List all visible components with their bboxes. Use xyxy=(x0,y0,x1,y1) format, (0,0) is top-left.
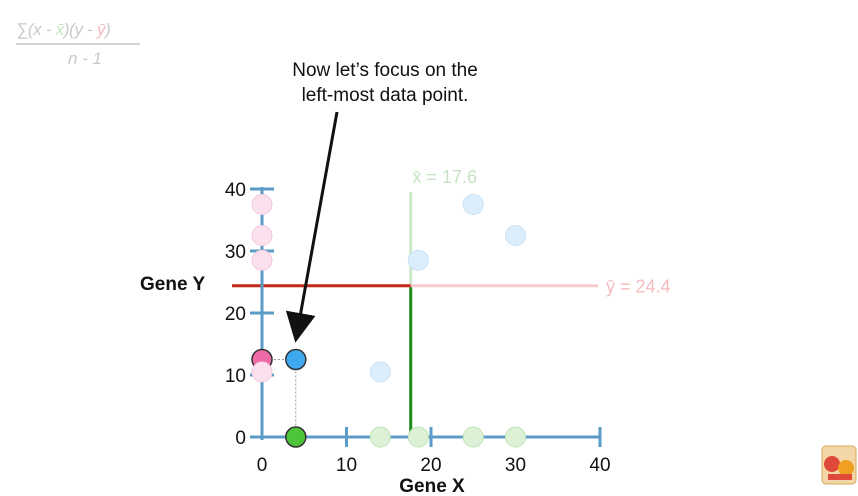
y-projection-point xyxy=(251,361,273,383)
y-axis-label: Gene Y xyxy=(140,274,205,295)
callout-line-1: Now let’s focus on the xyxy=(292,60,478,81)
x-projection-point xyxy=(285,426,307,448)
data-point xyxy=(505,225,526,246)
data-point xyxy=(369,361,391,383)
callout-line-2: left-most data point. xyxy=(301,85,469,106)
x-mean-symbol: x̄ xyxy=(55,20,65,39)
formula-denominator: n - 1 xyxy=(67,49,103,68)
covariance-formula: ∑(x - x̄)(y - ȳ) n - 1 xyxy=(16,20,140,69)
y-projection-point xyxy=(251,249,273,271)
channel-logo xyxy=(821,445,857,485)
y-tick-label: 10 xyxy=(225,366,246,387)
x-axis-label: Gene X xyxy=(399,476,465,496)
x-projection-point xyxy=(369,426,391,448)
highlighted-data-point xyxy=(285,348,307,371)
x-tick-label: 0 xyxy=(257,455,268,476)
formula-numerator: ∑(x - x̄)(y - ȳ) xyxy=(16,20,111,39)
x-projection-point xyxy=(505,426,526,448)
y-mean-symbol: ȳ xyxy=(96,20,106,39)
x-tick-label: 10 xyxy=(336,455,357,476)
callout-text: Now let’s focus on the left-most data po… xyxy=(250,58,520,108)
y-projection-point xyxy=(251,225,273,246)
callout-arrow xyxy=(285,111,339,343)
y-tick-label: 20 xyxy=(225,304,246,325)
x-tick-label: 30 xyxy=(505,455,526,476)
mean-y-label: ȳ = 24.4 xyxy=(606,277,671,297)
data-point xyxy=(407,249,429,271)
x-projection-point xyxy=(462,426,484,448)
x-tick-label: 20 xyxy=(420,455,441,476)
mean-x-label: x̄ = 17.6 xyxy=(412,167,477,187)
y-tick-label: 30 xyxy=(225,242,246,263)
data-point xyxy=(462,194,484,215)
y-projection-point xyxy=(251,194,273,215)
y-tick-label: 0 xyxy=(235,428,246,449)
sum-symbol: ∑ xyxy=(16,20,28,39)
fraction-bar xyxy=(16,43,140,45)
x-tick-label: 40 xyxy=(589,455,610,476)
x-projection-point xyxy=(407,426,429,448)
y-tick-label: 40 xyxy=(225,180,246,201)
